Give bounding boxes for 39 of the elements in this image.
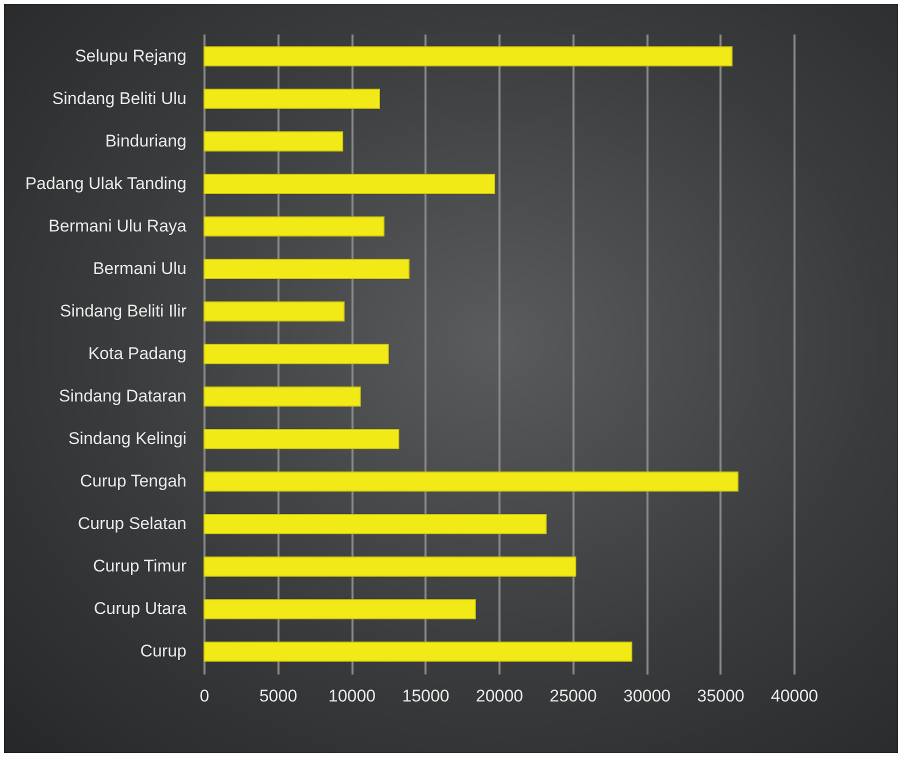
x-tick-label: 25000: [550, 686, 597, 706]
y-tick-label: Curup Timur: [92, 556, 187, 576]
x-tick-label: 0: [200, 686, 210, 706]
y-tick-label: Sindang Beliti Ilir: [60, 301, 187, 320]
bar: [204, 642, 632, 662]
bar: [204, 428, 400, 450]
y-tick-label: Kota Padang: [88, 344, 186, 363]
bar: [204, 174, 496, 194]
bar: [204, 258, 410, 280]
y-tick-label: Sindang Dataran: [58, 386, 186, 406]
y-tick-label: Sindang Beliti Ulu: [52, 88, 186, 108]
bar: [204, 556, 576, 577]
y-tick-label: Binduriang: [105, 131, 186, 150]
x-tick-label: 35000: [697, 686, 744, 706]
x-tick-label: 10000: [328, 686, 376, 706]
y-tick-label: Padang Ulak Tanding: [25, 174, 186, 193]
x-tick-label: 5000: [259, 686, 298, 706]
bar: [204, 472, 738, 492]
x-tick-label: 30000: [623, 686, 671, 706]
y-tick-label: Sindang Kelingi: [68, 429, 186, 448]
bar: [204, 599, 476, 620]
y-tick-label: Bermani Ulu Raya: [48, 216, 188, 236]
y-tick-label: Curup: [140, 642, 186, 661]
bar: [204, 386, 361, 407]
y-tick-label: Bermani Ulu: [92, 258, 186, 278]
bar: [204, 216, 384, 236]
bar: [204, 301, 345, 322]
y-tick-label: Curup Selatan: [78, 514, 186, 534]
bar: [204, 514, 547, 534]
bar: [204, 344, 389, 364]
y-tick-label: Curup Utara: [94, 599, 188, 618]
y-tick-label: Selupu Rejang: [74, 46, 186, 66]
bar: [204, 131, 344, 152]
y-tick-label: Curup Tengah: [80, 472, 186, 491]
bar: [204, 46, 733, 66]
x-tick-label: 40000: [770, 686, 818, 706]
x-tick-label: 15000: [402, 686, 450, 706]
x-tick-label: 20000: [476, 686, 524, 706]
bar: [204, 88, 380, 109]
